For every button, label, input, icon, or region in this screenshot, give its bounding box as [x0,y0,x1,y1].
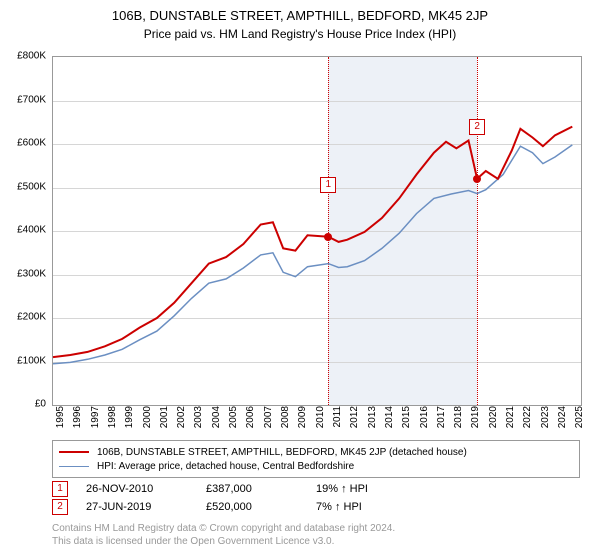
page-title: 106B, DUNSTABLE STREET, AMPTHILL, BEDFOR… [0,0,600,23]
x-axis-label: 2009 [297,406,308,428]
x-axis-label: 2008 [280,406,291,428]
x-axis-label: 1997 [90,406,101,428]
x-axis-label: 2012 [349,406,360,428]
sale-dot [324,233,332,241]
y-axis-label: £600K [17,138,46,149]
sales-table: 1 26-NOV-2010 £387,000 19% ↑ HPI 2 27-JU… [52,480,368,516]
x-axis-label: 1995 [55,406,66,428]
chart-lines [53,57,581,405]
sale-row: 1 26-NOV-2010 £387,000 19% ↑ HPI [52,480,368,498]
x-axis-label: 2002 [176,406,187,428]
x-axis-label: 2022 [522,406,533,428]
x-axis-label: 2021 [505,406,516,428]
page-subtitle: Price paid vs. HM Land Registry's House … [0,23,600,41]
x-axis-label: 1998 [107,406,118,428]
x-axis-label: 2007 [263,406,274,428]
x-axis-label: 2017 [436,406,447,428]
x-axis-label: 2014 [384,406,395,428]
legend-item: 106B, DUNSTABLE STREET, AMPTHILL, BEDFOR… [59,445,573,459]
x-axis-label: 2023 [540,406,551,428]
x-axis-label: 2001 [159,406,170,428]
y-axis-label: £100K [17,355,46,366]
sale-price: £387,000 [206,483,316,495]
chart-plot-area: 12 [52,56,582,406]
x-axis-label: 1999 [124,406,135,428]
y-axis-label: £400K [17,225,46,236]
sale-marker-box: 1 [320,177,336,193]
sale-price: £520,000 [206,501,316,513]
sale-marker: 2 [52,499,68,515]
y-axis-label: £700K [17,94,46,105]
legend-label: 106B, DUNSTABLE STREET, AMPTHILL, BEDFOR… [97,447,467,458]
sale-marker-box: 2 [469,119,485,135]
x-axis-label: 2000 [142,406,153,428]
y-axis-label: £0 [35,399,46,410]
y-axis-label: £500K [17,181,46,192]
legend-swatch [59,451,89,453]
x-axis-label: 2011 [332,406,343,428]
x-axis-label: 2005 [228,406,239,428]
x-axis-label: 2020 [488,406,499,428]
legend-swatch [59,466,89,467]
x-axis-label: 2006 [245,406,256,428]
x-axis-label: 2003 [193,406,204,428]
y-axis-label: £200K [17,312,46,323]
legend-item: HPI: Average price, detached house, Cent… [59,459,573,473]
sale-row: 2 27-JUN-2019 £520,000 7% ↑ HPI [52,498,368,516]
x-axis-label: 2004 [211,406,222,428]
footer-line: This data is licensed under the Open Gov… [52,535,395,548]
chart-legend: 106B, DUNSTABLE STREET, AMPTHILL, BEDFOR… [52,440,580,478]
x-axis-label: 2024 [557,406,568,428]
x-axis-label: 2016 [419,406,430,428]
x-axis-label: 2010 [315,406,326,428]
x-axis-label: 2025 [574,406,585,428]
sale-delta: 19% ↑ HPI [316,483,368,495]
sale-date: 26-NOV-2010 [86,483,206,495]
legend-label: HPI: Average price, detached house, Cent… [97,461,354,472]
y-axis-label: £300K [17,268,46,279]
sale-delta: 7% ↑ HPI [316,501,362,513]
x-axis-label: 1996 [72,406,83,428]
x-axis-label: 2019 [470,406,481,428]
series-property [53,127,572,358]
x-axis-label: 2018 [453,406,464,428]
sale-date: 27-JUN-2019 [86,501,206,513]
sale-marker: 1 [52,481,68,497]
x-axis-label: 2013 [367,406,378,428]
footer-line: Contains HM Land Registry data © Crown c… [52,522,395,535]
sale-dot [473,175,481,183]
footer-attribution: Contains HM Land Registry data © Crown c… [52,522,395,548]
y-axis-label: £800K [17,51,46,62]
x-axis-label: 2015 [401,406,412,428]
